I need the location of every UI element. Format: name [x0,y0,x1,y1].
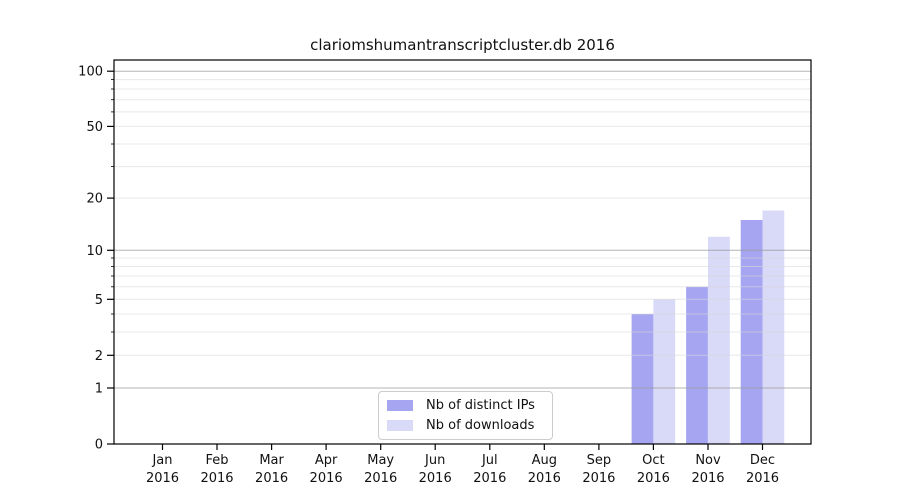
x-tick-label-month: Aug [532,453,557,468]
x-tick-label-month: Dec [750,453,775,468]
y-tick-label: 5 [95,293,103,308]
x-tick-label-year: 2016 [637,471,670,486]
y-tick-label: 10 [86,244,103,259]
x-tick-label-year: 2016 [364,471,397,486]
x-tick-label-month: May [367,453,394,468]
x-tick-label-month: Jul [481,453,498,468]
y-tick-label: 50 [86,120,103,135]
x-tick-label-month: Jun [424,453,445,468]
x-tick-label-month: Oct [642,453,664,468]
x-tick-label-year: 2016 [473,471,506,486]
y-tick-label: 20 [86,192,103,207]
plot-frame [113,59,812,445]
x-tick-label-year: 2016 [146,471,179,486]
x-tick-label-month: Nov [695,453,721,468]
bar-nb-of-distinct-ips-nov [686,286,708,444]
x-tick-label-year: 2016 [528,471,561,486]
legend-item-distinct-ips: Nb of distinct IPs [387,398,544,413]
x-tick-label-month: Jan [151,453,172,468]
x-tick-label-year: 2016 [200,471,233,486]
legend: Nb of distinct IPs Nb of downloads [378,391,553,440]
x-tick-label-year: 2016 [255,471,288,486]
x-tick-label-month: Feb [205,453,228,468]
legend-label-downloads: Nb of downloads [426,418,535,433]
y-tick-label: 2 [95,349,103,364]
x-tick-label-month: Mar [259,453,284,468]
x-tick-label-year: 2016 [746,471,779,486]
chart-title: clariomshumantranscriptcluster.db 2016 [310,36,615,54]
legend-swatch-downloads [387,420,413,431]
x-tick-label-month: Apr [315,453,338,468]
legend-swatch-distinct-ips [387,400,413,411]
bar-nb-of-downloads-nov [708,236,730,444]
y-tick-label: 1 [95,382,103,397]
legend-item-downloads: Nb of downloads [387,418,544,433]
legend-label-distinct-ips: Nb of distinct IPs [426,398,535,413]
x-tick-label-year: 2016 [310,471,343,486]
x-tick-label-year: 2016 [582,471,615,486]
bar-nb-of-downloads-dec [762,210,785,444]
x-tick-label-year: 2016 [691,471,724,486]
x-tick-label-month: Sep [587,453,612,468]
bar-nb-of-downloads-oct [653,299,676,444]
y-tick-label: 0 [95,438,103,453]
x-tick-label-year: 2016 [419,471,452,486]
y-tick-label: 100 [78,65,103,80]
bar-nb-of-distinct-ips-oct [631,314,654,444]
